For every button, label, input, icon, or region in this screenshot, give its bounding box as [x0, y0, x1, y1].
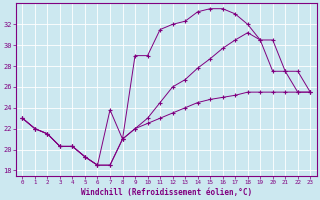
- X-axis label: Windchill (Refroidissement éolien,°C): Windchill (Refroidissement éolien,°C): [81, 188, 252, 197]
